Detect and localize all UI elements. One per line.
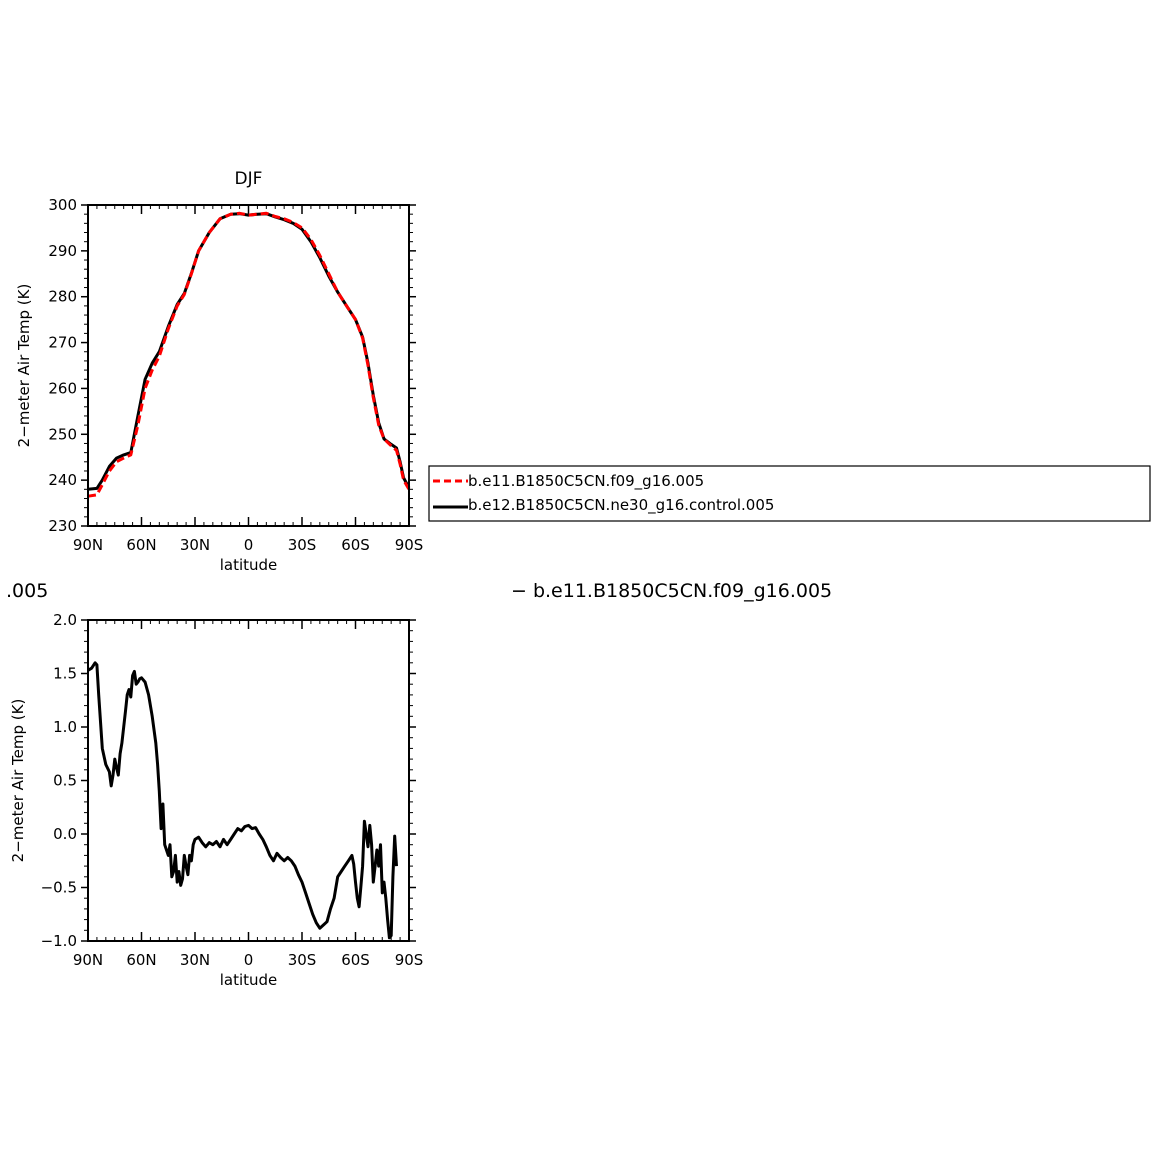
x-tick-label: 90S: [395, 536, 424, 554]
x-tick-label: 60S: [341, 951, 370, 969]
series-line-red-dashed: [87, 211, 411, 498]
y-tick-label: 250: [48, 425, 77, 443]
y-tick-label: −0.5: [41, 879, 77, 897]
top-plot-frame: [87, 204, 410, 527]
y-tick-label: 0.0: [53, 825, 77, 843]
bottom-plot-frame: [87, 619, 410, 942]
bottom-y-tick-labels: −1.0 −0.5 0.0 0.5 1.0 1.5 2.0: [41, 611, 77, 950]
top-x-tick-labels: 90N 60N 30N 0 30S 60S 90S: [73, 536, 423, 554]
stray-left-fragment: .005: [6, 580, 48, 602]
y-tick-label: 2.0: [53, 611, 77, 629]
x-tick-label: 60S: [341, 536, 370, 554]
x-tick-label: 30N: [180, 951, 210, 969]
x-tick-label: 90S: [395, 951, 424, 969]
x-tick-label: 0: [244, 951, 254, 969]
bottom-x-axis-label: latitude: [220, 971, 278, 989]
legend: b.e11.B1850C5CN.f09_g16.005 b.e12.B1850C…: [428, 465, 1151, 522]
x-tick-label: 90N: [73, 951, 103, 969]
x-tick-label: 30N: [180, 536, 210, 554]
x-tick-label: 60N: [126, 951, 156, 969]
series-line-black-solid: [87, 212, 411, 491]
x-tick-label: 90N: [73, 536, 103, 554]
y-tick-label: 260: [48, 379, 77, 397]
y-tick-label: −1.0: [41, 932, 77, 950]
y-tick-label: 300: [48, 196, 77, 214]
bottom-x-tick-labels: 90N 60N 30N 0 30S 60S 90S: [73, 951, 423, 969]
series-line-black-solid: [87, 661, 398, 940]
legend-item-label: b.e12.B1850C5CN.ne30_g16.control.005: [468, 496, 774, 515]
top-y-axis-label: 2−meter Air Temp (K): [15, 284, 33, 448]
y-tick-label: 1.0: [53, 718, 77, 736]
top-x-axis-label: latitude: [220, 556, 278, 574]
bottom-y-axis-label: 2−meter Air Temp (K): [9, 699, 27, 863]
legend-box: [428, 465, 1151, 522]
legend-item-label: b.e11.B1850C5CN.f09_g16.005: [468, 472, 704, 491]
x-tick-label: 0: [244, 536, 254, 554]
top-y-tick-labels: 230 240 250 260 270 280 290 300: [48, 196, 77, 535]
top-panel-title: DJF: [235, 169, 263, 189]
bottom-axis-ticks: [81, 619, 416, 942]
top-panel: DJF 90N 60N 30N 0 30S 60S 90S 2302402502602702…: [15, 169, 423, 574]
y-tick-label: 280: [48, 288, 77, 306]
y-tick-label: 230: [48, 517, 77, 535]
top-axis-ticks: [81, 204, 416, 527]
x-tick-label: 30S: [288, 951, 317, 969]
stray-right-caption: − b.e11.B1850C5CN.f09_g16.005: [511, 580, 832, 602]
bottom-panel: 90N 60N 30N 0 30S 60S 90S −1.0 −0.5 0.0 0.5 1.0 1.5…: [9, 611, 423, 989]
y-tick-label: 290: [48, 242, 77, 260]
y-tick-label: 0.5: [53, 772, 77, 790]
y-tick-label: 240: [48, 471, 77, 489]
bottom-series-group: [87, 661, 398, 940]
x-tick-label: 60N: [126, 536, 156, 554]
top-series-group: [87, 211, 411, 498]
x-tick-label: 30S: [288, 536, 317, 554]
y-tick-label: 1.5: [53, 665, 77, 683]
y-tick-label: 270: [48, 334, 77, 352]
